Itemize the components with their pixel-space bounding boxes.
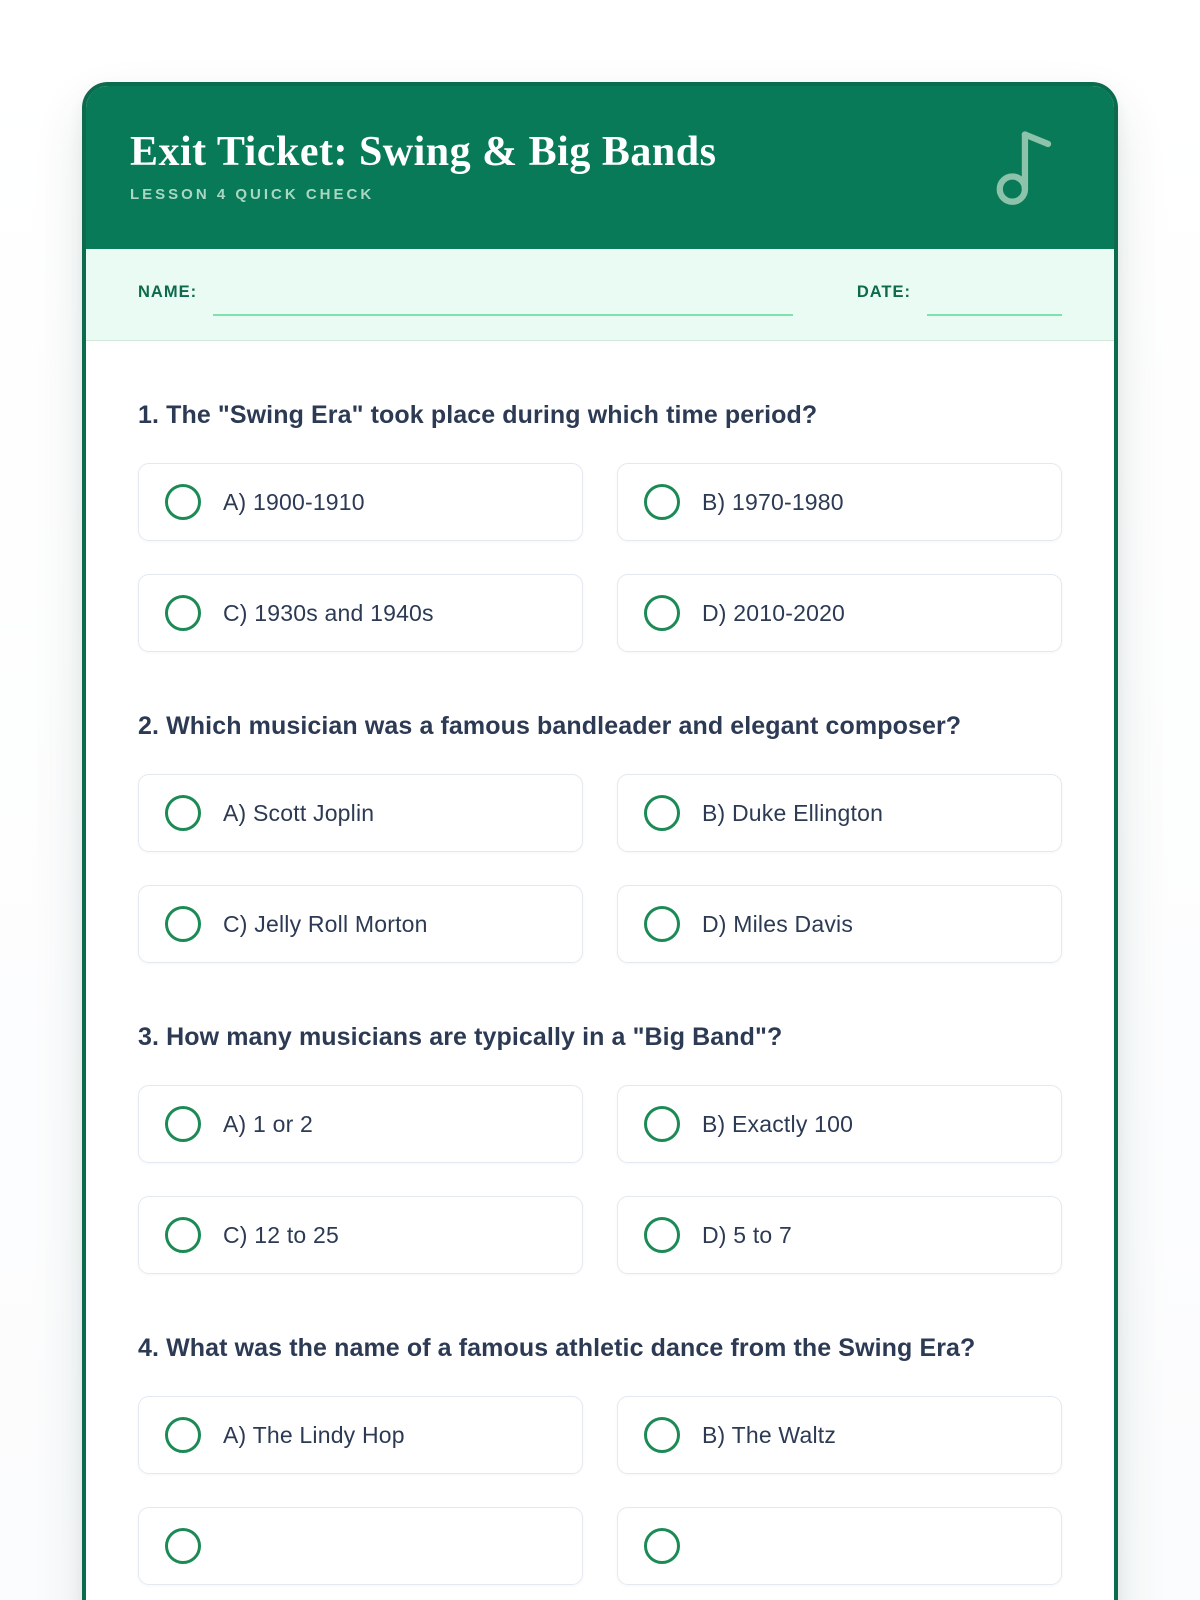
option-label: A) Scott Joplin — [223, 799, 375, 826]
option-label: B) Exactly 100 — [702, 1110, 854, 1137]
option-label: B) 1970-1980 — [702, 488, 844, 515]
music-note-icon — [996, 131, 1052, 205]
radio-button-icon[interactable] — [165, 795, 201, 832]
option-label: B) Duke Ellington — [702, 799, 884, 826]
exit-ticket-card: Exit Ticket: Swing & Big Bands LESSON 4 … — [82, 82, 1118, 1600]
radio-button-icon[interactable] — [644, 1528, 680, 1565]
radio-button-icon[interactable] — [644, 1106, 680, 1143]
radio-button-icon[interactable] — [165, 1106, 201, 1143]
question-2-options: A) Scott Joplin B) Duke Ellington C) Jel… — [138, 774, 1062, 964]
name-input-line[interactable] — [213, 314, 794, 317]
radio-button-icon[interactable] — [165, 1217, 201, 1254]
option-label: D) 2010-2020 — [702, 599, 846, 626]
quiz-body: 1. The "Swing Era" took place during whi… — [86, 341, 1114, 1600]
page-title: Exit Ticket: Swing & Big Bands — [130, 129, 717, 175]
radio-button-icon[interactable] — [644, 906, 680, 943]
question-3: 3. How many musicians are typically in a… — [138, 1019, 1062, 1275]
question-4-title: 4. What was the name of a famous athleti… — [138, 1334, 976, 1363]
option-label: A) 1 or 2 — [223, 1110, 314, 1137]
radio-button-icon[interactable] — [644, 595, 680, 632]
question-3-option-a[interactable]: A) 1 or 2 — [138, 1085, 583, 1164]
name-date-band: NAME: DATE: — [86, 249, 1114, 342]
question-1-option-b[interactable]: B) 1970-1980 — [617, 463, 1062, 542]
question-1-option-c[interactable]: C) 1930s and 1940s — [138, 574, 583, 653]
question-2: 2. Which musician was a famous bandleade… — [138, 708, 1062, 964]
option-label: C) 12 to 25 — [223, 1221, 339, 1248]
question-2-option-d[interactable]: D) Miles Davis — [617, 885, 1062, 964]
radio-button-icon[interactable] — [644, 1417, 680, 1454]
option-label: A) 1900-1910 — [223, 488, 365, 515]
question-4-options: A) The Lindy Hop B) The Waltz — [138, 1396, 1062, 1586]
question-1: 1. The "Swing Era" took place during whi… — [138, 397, 1062, 653]
radio-button-icon[interactable] — [165, 1528, 201, 1565]
radio-button-icon[interactable] — [644, 1217, 680, 1254]
radio-button-icon[interactable] — [644, 484, 680, 521]
radio-button-icon[interactable] — [644, 795, 680, 832]
question-4-option-d[interactable] — [617, 1507, 1062, 1586]
question-3-option-c[interactable]: C) 12 to 25 — [138, 1196, 583, 1275]
name-label: NAME: — [138, 283, 198, 302]
option-label: C) Jelly Roll Morton — [223, 910, 428, 937]
question-4-option-b[interactable]: B) The Waltz — [617, 1396, 1062, 1475]
option-label: B) The Waltz — [702, 1421, 837, 1448]
question-3-option-d[interactable]: D) 5 to 7 — [617, 1196, 1062, 1275]
question-1-option-a[interactable]: A) 1900-1910 — [138, 463, 583, 542]
question-2-option-b[interactable]: B) Duke Ellington — [617, 774, 1062, 853]
question-4-option-c[interactable] — [138, 1507, 583, 1586]
option-label: C) 1930s and 1940s — [223, 599, 434, 626]
question-4: 4. What was the name of a famous athleti… — [138, 1330, 1062, 1586]
question-1-option-d[interactable]: D) 2010-2020 — [617, 574, 1062, 653]
date-input-line[interactable] — [927, 314, 1062, 317]
date-label: DATE: — [856, 283, 911, 302]
option-label: A) The Lindy Hop — [223, 1421, 405, 1448]
question-3-option-b[interactable]: B) Exactly 100 — [617, 1085, 1062, 1164]
page-subtitle: LESSON 4 QUICK CHECK — [130, 186, 375, 204]
question-4-option-a[interactable]: A) The Lindy Hop — [138, 1396, 583, 1475]
question-3-title: 3. How many musicians are typically in a… — [138, 1023, 783, 1052]
radio-button-icon[interactable] — [165, 484, 201, 521]
option-label: D) 5 to 7 — [702, 1221, 793, 1248]
radio-button-icon[interactable] — [165, 1417, 201, 1454]
question-2-title: 2. Which musician was a famous bandleade… — [138, 712, 962, 741]
option-label: D) Miles Davis — [702, 910, 854, 937]
question-1-title: 1. The "Swing Era" took place during whi… — [138, 401, 818, 430]
question-3-options: A) 1 or 2 B) Exactly 100 C) 12 to 25 D) … — [138, 1085, 1062, 1275]
question-1-options: A) 1900-1910 B) 1970-1980 C) 1930s and 1… — [138, 463, 1062, 653]
question-2-option-a[interactable]: A) Scott Joplin — [138, 774, 583, 853]
radio-button-icon[interactable] — [165, 595, 201, 632]
radio-button-icon[interactable] — [165, 906, 201, 943]
question-2-option-c[interactable]: C) Jelly Roll Morton — [138, 885, 583, 964]
card-header: Exit Ticket: Swing & Big Bands LESSON 4 … — [86, 86, 1114, 250]
